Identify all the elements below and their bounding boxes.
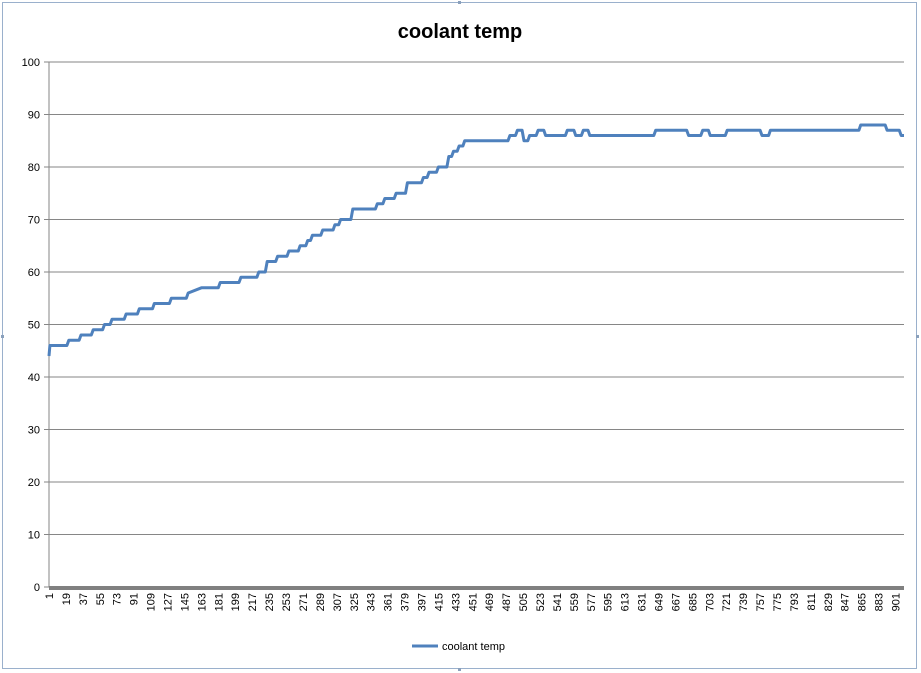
x-tick-label: 883 — [874, 593, 886, 611]
x-tick-label: 415 — [433, 593, 445, 611]
x-tick-label: 631 — [637, 593, 649, 611]
x-tick-label: 487 — [501, 593, 513, 611]
x-tick-label: 541 — [552, 593, 564, 611]
x-tick-label: 667 — [670, 593, 682, 611]
x-tick-label: 1 — [44, 593, 56, 599]
x-tick-label: 307 — [332, 593, 344, 611]
resize-handle-right[interactable] — [916, 335, 919, 338]
x-tick-label: 757 — [755, 593, 767, 611]
x-tick-label: 721 — [721, 593, 733, 611]
x-tick-label: 577 — [586, 593, 598, 611]
y-tick-label: 20 — [28, 477, 40, 489]
x-tick-label: 523 — [535, 593, 547, 611]
x-tick-label: 559 — [569, 593, 581, 611]
x-tick-label: 793 — [789, 593, 801, 611]
y-axis: 0 10 20 30 40 50 60 70 80 90 100 — [22, 57, 50, 594]
x-tick-label: 109 — [146, 593, 158, 611]
y-tick-label: 30 — [28, 425, 40, 437]
x-tick-label: 343 — [366, 593, 378, 611]
y-tick-label: 100 — [22, 57, 40, 69]
x-tick-label: 703 — [704, 593, 716, 611]
resize-handle-bottom[interactable] — [458, 668, 461, 671]
x-tick-label: 397 — [416, 593, 428, 611]
x-tick-label: 199 — [230, 593, 242, 611]
x-tick-label: 325 — [349, 593, 361, 611]
x-tick-label: 739 — [738, 593, 750, 611]
x-tick-label: 829 — [823, 593, 835, 611]
y-tick-label: 10 — [28, 530, 40, 542]
x-tick-label: 289 — [315, 593, 327, 611]
x-tick-label: 901 — [891, 593, 903, 611]
x-tick-label: 217 — [247, 593, 259, 611]
chart-title: coolant temp — [398, 21, 522, 43]
x-tick-label: 379 — [400, 593, 412, 611]
resize-handle-top[interactable] — [458, 1, 461, 4]
series-line-coolant-temp — [47, 123, 904, 357]
x-tick-label: 163 — [196, 593, 208, 611]
resize-handle-left[interactable] — [1, 335, 4, 338]
gridlines — [49, 61, 904, 535]
x-tick-label: 271 — [298, 593, 310, 611]
x-tick-label: 253 — [281, 593, 293, 611]
x-tick-label: 37 — [78, 593, 90, 605]
x-tick-label: 505 — [518, 593, 530, 611]
x-tick-label: 433 — [450, 593, 462, 611]
x-tick-label: 775 — [772, 593, 784, 611]
x-tick-label: 811 — [806, 593, 818, 611]
x-tick-label: 469 — [484, 593, 496, 611]
x-tick-label: 613 — [620, 593, 632, 611]
legend: coolant temp — [412, 641, 505, 653]
x-tick-label: 451 — [467, 593, 479, 611]
x-tick-label: 595 — [603, 593, 615, 611]
x-tick-label: 55 — [95, 593, 107, 605]
plot-area — [47, 123, 904, 357]
x-tick-label: 361 — [383, 593, 395, 611]
y-tick-label: 0 — [34, 582, 40, 594]
x-tick-label: 181 — [213, 593, 225, 611]
y-tick-label: 50 — [28, 320, 40, 332]
x-tick-label: 19 — [61, 593, 73, 605]
y-tick-label: 60 — [28, 267, 40, 279]
legend-label: coolant temp — [442, 641, 505, 653]
x-tick-label: 865 — [857, 593, 869, 611]
y-tick-label: 40 — [28, 372, 40, 384]
x-axis: 1 19 37 55 73 91 109 127 145 163 181 199 217 235 253 27… — [44, 586, 904, 611]
y-tick-label: 70 — [28, 215, 40, 227]
x-tick-label: 847 — [840, 593, 852, 611]
y-tick-label: 90 — [28, 110, 40, 122]
x-tick-label: 145 — [179, 593, 191, 611]
x-tick-label: 235 — [264, 593, 276, 611]
x-tick-label: 91 — [129, 593, 141, 605]
x-tick-label: 685 — [687, 593, 699, 611]
x-tick-label: 127 — [163, 593, 175, 611]
x-tick-label: 649 — [654, 593, 666, 611]
y-tick-label: 80 — [28, 162, 40, 174]
x-tick-label: 73 — [112, 593, 124, 605]
